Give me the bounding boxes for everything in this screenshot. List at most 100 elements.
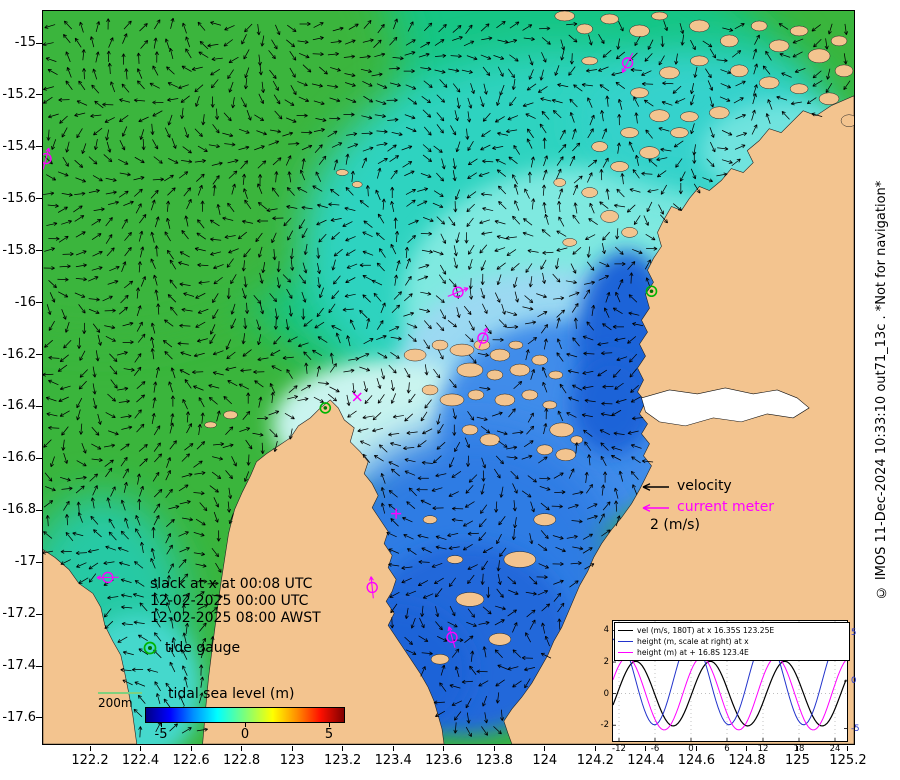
inset-legend-label: vel (m/s, 180T) at x 16.35S 123.25E — [637, 626, 775, 635]
lon-tick-label: 122.8 — [222, 753, 261, 768]
figure-credit-caption: © IMOS 11-Dec-2024 10:33:10 out71_13c . … — [874, 180, 889, 600]
lat-tick-mark — [36, 354, 42, 356]
lat-tick-label: -17.2 — [2, 606, 36, 622]
lon-tick-mark — [140, 746, 142, 751]
marker-tide-gauge — [645, 285, 658, 298]
lat-tick-label: -15.2 — [2, 86, 36, 102]
velocity-scale-label: 2 (m/s) — [650, 517, 700, 533]
marker-current-meter-circle — [366, 576, 378, 599]
inset-yright-tick-label: -5 — [851, 723, 860, 734]
lon-tick-label: 122.2 — [71, 753, 109, 768]
lat-tick-mark — [36, 146, 42, 148]
lon-tick-mark — [392, 746, 394, 751]
slack-line-3: 12-02-2025 08:00 AWST — [150, 610, 321, 626]
marker-current-meter-circle — [447, 286, 469, 298]
map-graphics — [43, 11, 854, 744]
lon-tick-label: 123.8 — [475, 753, 513, 768]
lon-tick-mark — [493, 746, 495, 751]
lat-tick-label: -15.4 — [2, 138, 36, 154]
current-meter-legend: current meter — [636, 500, 774, 515]
inset-x-tick-label: 18 — [793, 744, 805, 754]
lat-tick-label: -16 — [14, 294, 36, 310]
inset-x-tick-label: -12 — [612, 744, 626, 754]
tide-gauge-icon — [143, 641, 157, 655]
marker-current-meter-plus — [391, 508, 402, 519]
lon-tick-label: 124.4 — [627, 753, 665, 768]
marker-current-meter-circle — [96, 571, 119, 584]
inset-yleft-tick-label: 0 — [603, 688, 609, 699]
inset-series-line — [613, 656, 847, 731]
inset-yright-tick-label: 5 — [851, 628, 857, 639]
lon-tick-mark — [291, 746, 293, 751]
scalebar-label: 200m — [98, 696, 133, 710]
colorbar-tickmark — [245, 723, 246, 727]
lat-tick-mark — [36, 42, 42, 44]
lat-tick-mark — [36, 613, 42, 615]
marker-current-meter-circle — [446, 626, 458, 648]
inset-x-tick-label: 24 — [829, 744, 841, 754]
inset-plot-area: vel (m/s, 180T) at x 16.35S 123.25E heigh… — [612, 620, 850, 742]
lon-tick-label: 124.8 — [728, 753, 766, 768]
inset-x-tick-label: 6 — [724, 744, 730, 754]
colorbar-tick-5: 5 — [324, 727, 334, 742]
lon-tick-mark — [746, 746, 748, 751]
lat-tick-mark — [36, 198, 42, 200]
lat-tick-label: -15 — [14, 35, 36, 50]
lat-tick-mark — [36, 665, 42, 667]
lat-tick-label: -16.2 — [2, 346, 36, 362]
lon-tick-mark — [89, 746, 91, 751]
inset-yleft-tick-label: 4 — [603, 625, 609, 636]
colorbar-tick-0: 0 — [240, 727, 250, 742]
lat-tick-label: -16.8 — [2, 502, 36, 518]
current-meter-arrow-icon — [642, 503, 669, 512]
lon-tick-label: 124.2 — [576, 753, 614, 768]
lon-tick-mark — [695, 746, 697, 751]
lat-tick-mark — [36, 250, 42, 252]
map-canvas — [42, 10, 855, 745]
lat-tick-mark — [36, 405, 42, 407]
lat-tick-mark — [36, 509, 42, 511]
inset-legend-entry: height (m) at + 16.8S 123.4E — [618, 647, 846, 658]
colorbar — [145, 707, 345, 723]
scalebar-line — [98, 692, 142, 694]
lon-tick-label: 123.2 — [324, 753, 362, 768]
inset-legend-label: height (m, scale at right) at x — [637, 637, 749, 646]
lon-tick-label: 124 — [532, 753, 558, 768]
slack-line-2: 12-02-2025 00:00 UTC — [150, 593, 309, 609]
lat-tick-label: -17 — [14, 554, 36, 570]
lon-tick-mark — [847, 746, 849, 751]
colorbar-tick-neg5: -5 — [154, 727, 168, 742]
lat-tick-mark — [36, 717, 42, 719]
lat-tick-mark — [36, 457, 42, 459]
lon-tick-label: 122.4 — [121, 753, 160, 768]
inset-legend-label: height (m) at + 16.8S 123.4E — [637, 648, 749, 657]
slack-line-1: slack at x at 00:08 UTC — [150, 576, 313, 592]
velocity-arrow-icon — [642, 482, 669, 491]
lat-tick-mark — [36, 561, 42, 563]
lon-tick-label: 123 — [279, 753, 305, 768]
marker-current-meter-circle — [477, 327, 489, 349]
velocity-legend: velocity — [636, 479, 732, 494]
lat-tick-label: -15.6 — [2, 190, 36, 206]
lat-tick-label: -16.4 — [2, 398, 36, 414]
lat-tick-label: -17.6 — [2, 709, 36, 725]
lat-tick-label: -17.4 — [2, 658, 36, 674]
velocity-legend-label: velocity — [677, 478, 732, 494]
inset-legend: vel (m/s, 180T) at x 16.35S 123.25E heigh… — [614, 622, 850, 661]
lon-tick-mark — [544, 746, 546, 751]
lon-tick-label: 123.6 — [425, 753, 463, 768]
lat-tick-label: -16.6 — [2, 450, 36, 466]
inset-yleft-tick-label: 2 — [603, 657, 609, 668]
inset-yright-tick-label: 0 — [851, 676, 857, 686]
colorbar-tickmark — [161, 723, 162, 727]
inset-series-line — [613, 636, 847, 726]
lon-tick-mark — [645, 746, 647, 751]
scalebar: 200m — [98, 692, 142, 710]
lon-tick-mark — [342, 746, 344, 751]
tide-gauge-legend: tide gauge — [142, 640, 240, 656]
lon-tick-label: 122.6 — [172, 753, 210, 768]
lon-tick-mark — [796, 746, 798, 751]
slack-annotation: slack at x at 00:08 UTC 12-02-2025 00:00… — [150, 576, 321, 627]
inset-legend-swatch — [618, 641, 633, 642]
